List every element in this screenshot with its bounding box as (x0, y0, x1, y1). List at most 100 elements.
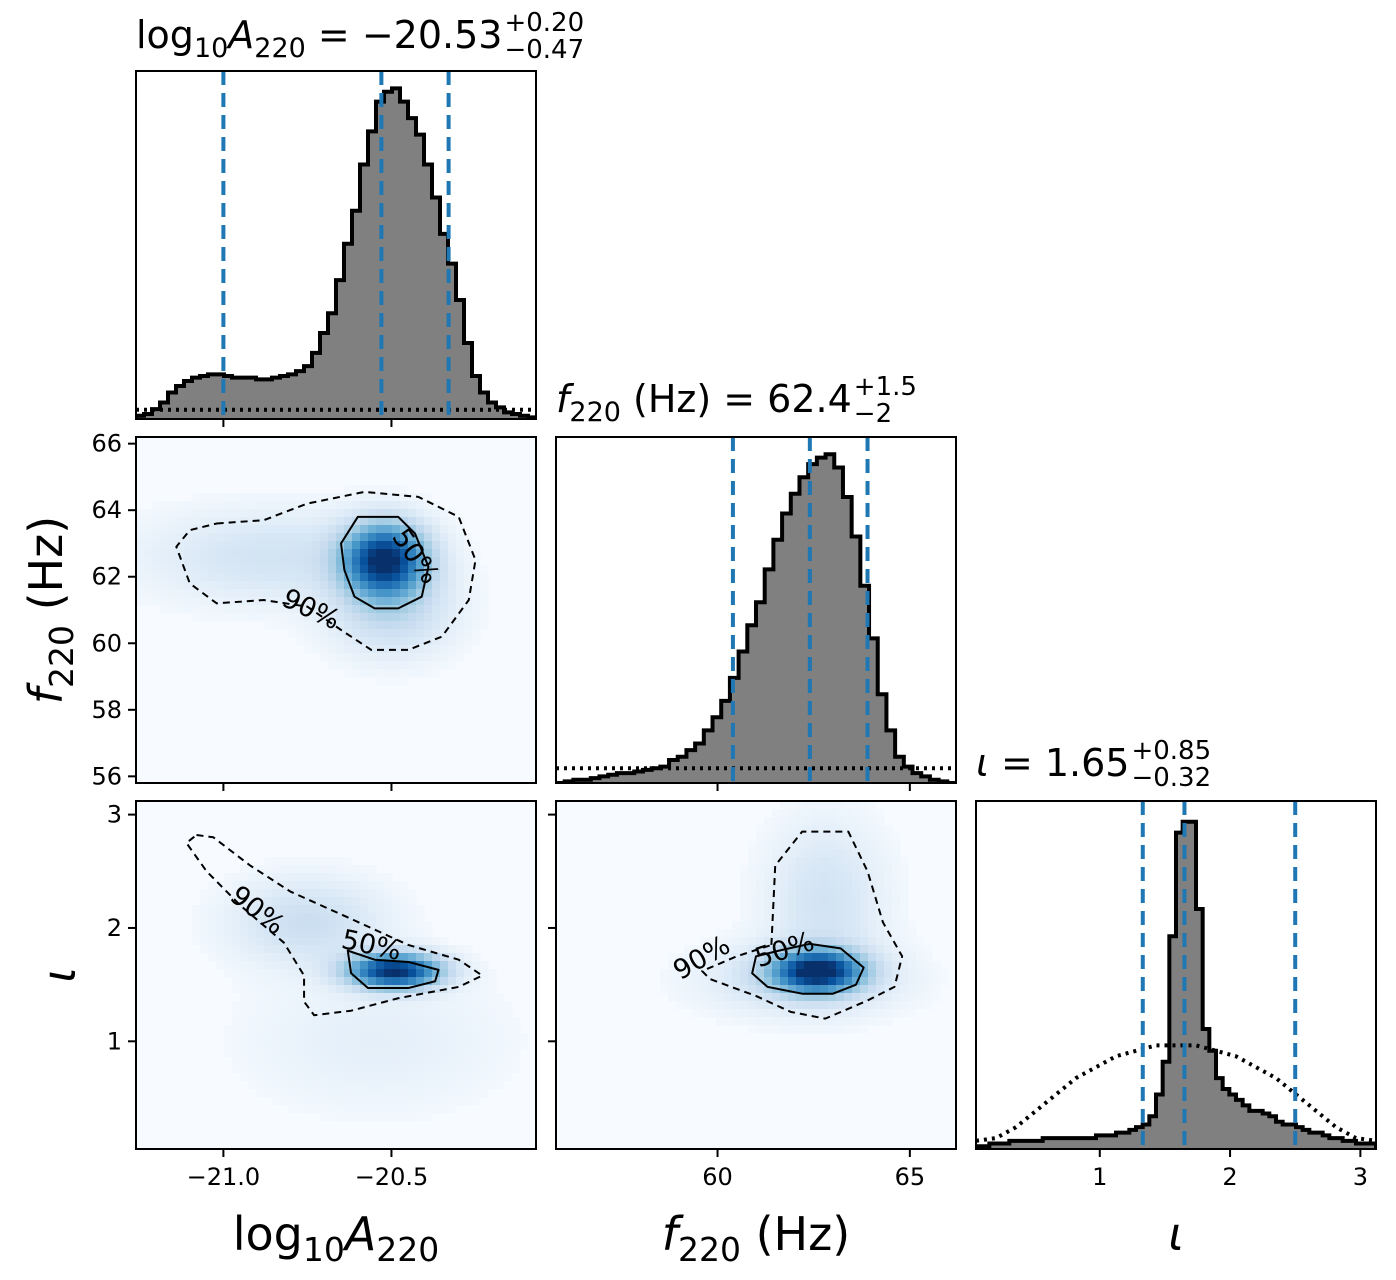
density-cell (312, 929, 321, 938)
density-cell (924, 961, 933, 970)
density-cell (368, 517, 377, 526)
density-cell (368, 493, 377, 502)
density-cell (288, 969, 297, 978)
density-cell (480, 605, 489, 614)
density-cell (352, 945, 361, 954)
density-cell (352, 605, 361, 614)
x-axis-label-logA: log10A220 (233, 1207, 440, 1269)
density-cell (240, 549, 249, 558)
density-cell (400, 921, 409, 930)
density-cell (432, 961, 441, 970)
density-cell (416, 573, 425, 582)
density-cell (272, 605, 281, 614)
title-upper-error: +0.20 (504, 8, 584, 38)
density-cell (248, 541, 257, 550)
density-cell (868, 913, 877, 922)
density-cell (280, 525, 289, 534)
density-cell (820, 889, 829, 898)
density-cell (836, 841, 845, 850)
density-cell (464, 549, 473, 558)
density-cell (464, 993, 473, 1002)
density-cell (336, 1041, 345, 1050)
density-cell (208, 565, 217, 574)
density-cell (668, 993, 677, 1002)
density-cell (708, 993, 717, 1002)
density-cell (916, 993, 925, 1002)
density-cell (400, 945, 409, 954)
density-cell (328, 905, 337, 914)
density-cell (224, 589, 233, 598)
density-cell (804, 905, 813, 914)
density-frame (135, 436, 537, 784)
density-cell (828, 961, 837, 970)
density-cell (304, 937, 313, 946)
density-cell (876, 881, 885, 890)
density-cell (304, 961, 313, 970)
density-cell (376, 945, 385, 954)
density-cell (756, 1001, 765, 1010)
density-cell (376, 589, 385, 598)
density-cell (312, 1073, 321, 1082)
density-cell (828, 849, 837, 858)
density-cell (756, 881, 765, 890)
density-cell (216, 897, 225, 906)
density-cell (432, 581, 441, 590)
density-cell (788, 1001, 797, 1010)
density-cell (708, 1009, 717, 1018)
density-cell (456, 621, 465, 630)
density-cell (344, 493, 353, 502)
density-cell (836, 1025, 845, 1034)
density-cell (376, 937, 385, 946)
density-cell (392, 945, 401, 954)
density-cell (440, 533, 449, 542)
density-cell (336, 1033, 345, 1042)
density-cell (408, 501, 417, 510)
density-cell (432, 645, 441, 654)
density-cell (400, 493, 409, 502)
density-cell (804, 977, 813, 986)
density-cell (368, 865, 377, 874)
density-cell (884, 881, 893, 890)
density-cell (336, 533, 345, 542)
density-cell (504, 1001, 513, 1010)
density-cell (280, 905, 289, 914)
density-cell (328, 509, 337, 518)
density-cell (264, 897, 273, 906)
density-cell (916, 977, 925, 986)
density-cell (716, 1009, 725, 1018)
density-cell (884, 897, 893, 906)
density-cell (496, 1041, 505, 1050)
density-cell (852, 969, 861, 978)
density-cell (772, 937, 781, 946)
density-cell (408, 573, 417, 582)
density-cell (392, 1001, 401, 1010)
density-cell (136, 565, 145, 574)
density-cell (392, 541, 401, 550)
density-cell (352, 1097, 361, 1106)
density-cell (368, 565, 377, 574)
density-cell (352, 897, 361, 906)
density-cell (296, 573, 305, 582)
density-cell (336, 541, 345, 550)
x-axis-label-f220: f220 (Hz) (662, 1207, 850, 1269)
density-cell (288, 929, 297, 938)
density-cell (152, 581, 161, 590)
density-cell (416, 977, 425, 986)
density-cell (456, 541, 465, 550)
density-cell (440, 953, 449, 962)
density-cell (464, 1001, 473, 1010)
density-cell (764, 913, 773, 922)
density-cell (852, 929, 861, 938)
density-cell (740, 937, 749, 946)
density-cell (384, 549, 393, 558)
density-cell (216, 613, 225, 622)
density-cell (488, 993, 497, 1002)
density-cell (248, 865, 257, 874)
density-cell (240, 589, 249, 598)
density-cell (344, 597, 353, 606)
density-cell (280, 897, 289, 906)
density-cell (764, 1009, 773, 1018)
density-cell (424, 573, 433, 582)
density-cell (764, 849, 773, 858)
density-cell (796, 857, 805, 866)
